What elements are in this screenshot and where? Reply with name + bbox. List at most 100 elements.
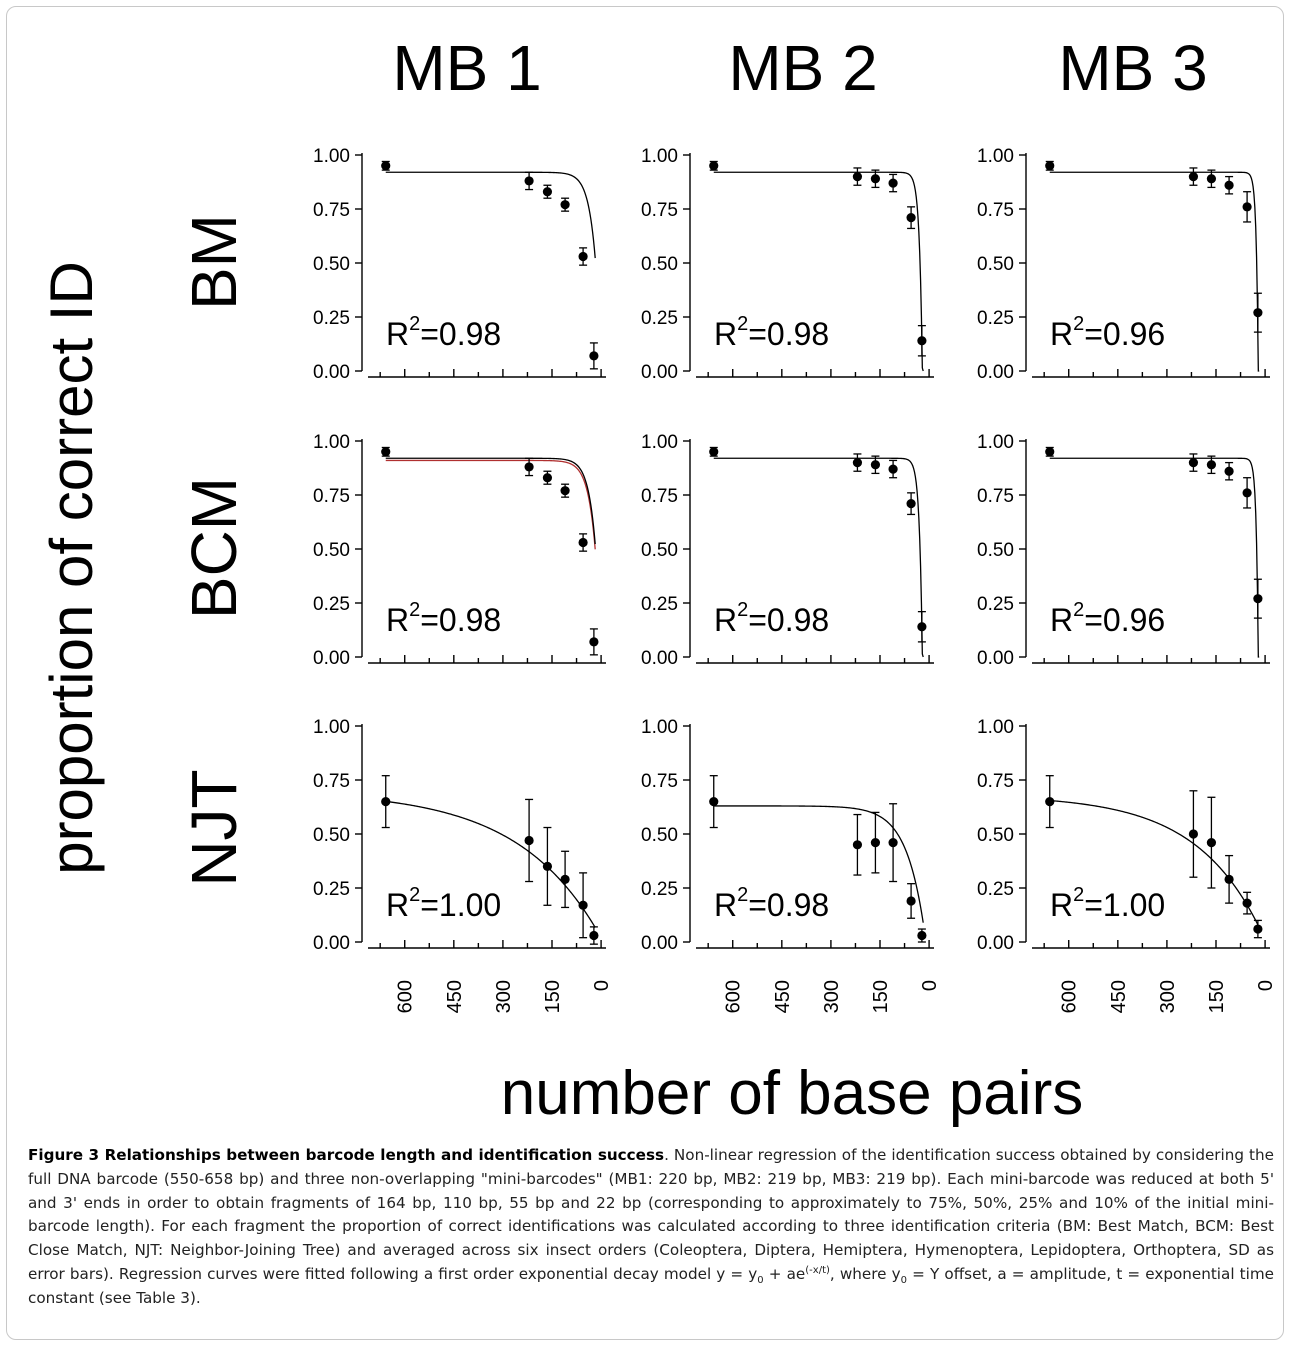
figure-frame: [6, 6, 1284, 1340]
caption-sub-1: 0: [757, 1275, 764, 1287]
y-tick-label: 0.00: [641, 362, 678, 383]
y-tick-label: 0.25: [977, 308, 1014, 329]
y-tick-label: 0.00: [313, 933, 350, 954]
r-squared-label: R2=0.98: [714, 313, 829, 352]
y-axis-title: proportion of correct ID: [38, 261, 105, 875]
data-point: [1224, 180, 1234, 190]
y-tick-label: 0.50: [641, 254, 678, 275]
y-tick-label: 0.50: [977, 825, 1014, 846]
chart-panel-1-2: 1.00 0.75 0.50 0.25 0.00 R2=0.98: [641, 146, 934, 383]
data-point: [709, 797, 719, 807]
y-tick-label: 0.75: [641, 486, 678, 507]
data-point: [1188, 458, 1199, 468]
figure-caption: Figure 3 Relationships between barcode l…: [28, 1144, 1274, 1311]
data-point: [1253, 308, 1263, 318]
fit-curve: [713, 457, 924, 658]
x-tick-label: 450: [444, 980, 466, 1013]
r-squared-label: R2=1.00: [1050, 884, 1165, 923]
caption-text-1: . Non-linear regression of the identific…: [28, 1146, 1274, 1283]
data-point: [852, 172, 863, 182]
y-tick-label: 1.00: [313, 432, 350, 453]
column-label-mb3: MB 3: [1058, 32, 1207, 104]
y-tick-label: 0.50: [313, 825, 350, 846]
x-tick-label: 300: [821, 980, 843, 1013]
y-tick-label: 1.00: [313, 717, 350, 738]
data-point: [852, 840, 863, 850]
caption-sub-2: 0: [900, 1275, 908, 1287]
chart-panel-1-3: 1.00 0.75 0.50 0.25 0.00 R2=0.96: [977, 146, 1270, 383]
data-point: [709, 161, 719, 171]
data-point: [381, 447, 391, 457]
data-point: [542, 473, 553, 483]
data-point: [1206, 838, 1217, 848]
x-tick-label: 150: [870, 980, 892, 1013]
y-tick-label: 1.00: [641, 432, 678, 453]
fit-curve: [713, 805, 924, 923]
x-tick-label: 600: [723, 980, 745, 1013]
y-tick-label: 0.00: [977, 933, 1014, 954]
data-point: [870, 838, 881, 848]
data-point: [1224, 466, 1234, 476]
x-tick-label: 300: [493, 980, 515, 1013]
y-tick-label: 0.75: [313, 200, 350, 221]
data-point: [1045, 447, 1055, 457]
r-squared-label: R2=1.00: [386, 884, 501, 923]
fit-curve: [713, 171, 924, 372]
data-point: [1045, 161, 1055, 171]
row-label-njt: NJT: [178, 769, 250, 886]
y-tick-label: 0.75: [641, 200, 678, 221]
x-tick-label: 600: [395, 980, 417, 1013]
data-point: [888, 838, 898, 848]
chart-panel-2-3: 1.00 0.75 0.50 0.25 0.00 R2=0.96: [977, 432, 1270, 669]
r-squared-label: R2=0.98: [386, 599, 501, 638]
r-squared-label: R2=0.98: [714, 884, 829, 923]
data-point: [1188, 172, 1199, 182]
y-tick-label: 0.00: [313, 648, 350, 669]
row-label-bcm: BCM: [178, 477, 250, 619]
y-tick-label: 1.00: [641, 717, 678, 738]
caption-text-3: , where y: [829, 1264, 901, 1283]
fit-curve: [385, 457, 596, 545]
x-tick-label: 150: [542, 980, 564, 1013]
x-tick-label: 600: [1059, 980, 1081, 1013]
y-tick-label: 0.00: [313, 362, 350, 383]
caption-text-4: = Y offset, a = amplitude, t = exponenti…: [28, 1264, 1274, 1307]
data-point: [578, 251, 588, 262]
data-point: [578, 537, 588, 548]
y-tick-label: 0.50: [977, 540, 1014, 561]
chart-panel-3-2: 1.00 0.75 0.50 0.25 0.00 600 450 300 150 0 R2=0.98: [641, 717, 941, 1013]
data-point: [560, 200, 570, 210]
data-point: [906, 896, 916, 906]
data-point: [381, 797, 391, 807]
y-tick-label: 0.25: [977, 879, 1014, 900]
data-point: [1045, 797, 1055, 807]
fit-curve-red: [385, 459, 596, 550]
y-tick-label: 0.75: [313, 771, 350, 792]
data-point: [870, 174, 881, 184]
r-squared-label: R2=0.98: [714, 599, 829, 638]
x-tick-label: 0: [1255, 980, 1277, 991]
data-point: [589, 351, 599, 361]
data-point: [1188, 829, 1199, 839]
r-squared-label: R2=0.96: [1050, 599, 1165, 638]
y-tick-label: 0.25: [313, 879, 350, 900]
data-point: [906, 499, 916, 509]
y-tick-label: 0.00: [641, 933, 678, 954]
y-tick-label: 0.50: [313, 540, 350, 561]
data-point: [888, 464, 898, 474]
x-axis-title: number of base pairs: [501, 1059, 1083, 1128]
figure: MB 1 MB 2 MB 3 BM BCM NJT proportion of …: [38, 32, 1277, 1128]
data-point: [1242, 202, 1252, 212]
column-label-mb1: MB 1: [392, 32, 541, 104]
fit-curve: [385, 171, 596, 259]
data-point: [524, 176, 534, 186]
x-tick-label: 300: [1157, 980, 1179, 1013]
data-point: [524, 835, 534, 846]
y-tick-label: 0.75: [977, 486, 1014, 507]
y-tick-label: 0.25: [641, 879, 678, 900]
chart-panel-3-1: 1.00 0.75 0.50 0.25 0.00 600 450 300 150 0 R2=1.00: [313, 717, 613, 1013]
data-point: [709, 447, 719, 457]
data-point: [560, 874, 570, 884]
data-point: [542, 861, 553, 872]
fit-curve: [1049, 171, 1260, 372]
